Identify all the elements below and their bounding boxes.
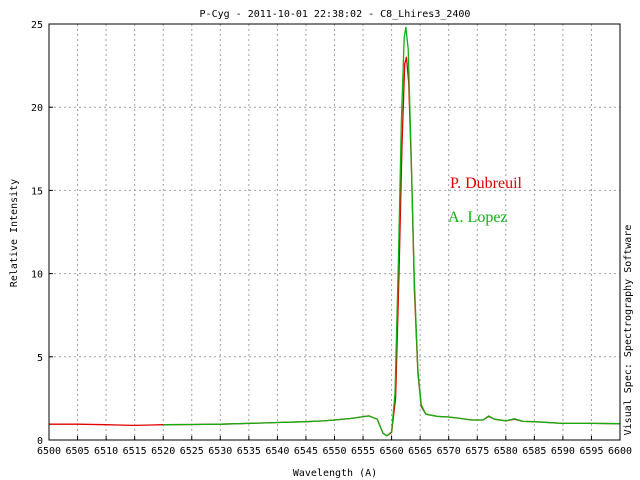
x-tick-label: 6525 [180,446,204,457]
x-tick-label: 6585 [522,446,546,457]
y-tick-label: 15 [31,186,43,197]
x-tick-label: 6540 [265,446,289,457]
chart-grid [49,24,620,440]
x-axis-label: Wavelength (A) [293,468,377,479]
x-tick-label: 6565 [408,446,432,457]
axis-ticks: 6500 6505 6510 6515 6520 6525 6530 6535 6540 6545… [31,20,632,457]
software-credit-label: Visual Spec: Spectrography Software [623,225,634,436]
x-tick-label: 6505 [66,446,90,457]
x-tick-label: 6595 [579,446,603,457]
x-tick-label: 6560 [380,446,404,457]
series-line-lopez [163,26,621,437]
y-tick-label: 0 [37,436,43,447]
x-tick-label: 6600 [608,446,632,457]
series-layer [49,26,621,437]
x-tick-label: 6520 [151,446,175,457]
x-tick-label: 6590 [551,446,575,457]
x-tick-label: 6535 [237,446,261,457]
x-tick-label: 6530 [208,446,232,457]
y-tick-label: 20 [31,103,43,114]
y-tick-label: 5 [37,353,43,364]
y-tick-label: 10 [31,270,43,281]
chart-title: P-Cyg - 2011-10-01 22:38:02 - C8_Lhires3… [200,9,471,20]
x-tick-label: 6510 [94,446,118,457]
x-tick-label: 6575 [465,446,489,457]
annotation-dubreuil: P. Dubreuil [450,175,523,192]
y-axis-label: Relative Intensity [9,179,20,287]
annotation-lopez: A. Lopez [448,209,508,226]
x-tick-label: 6550 [322,446,346,457]
x-tick-label: 6545 [294,446,318,457]
x-tick-label: 6580 [494,446,518,457]
x-tick-label: 6570 [437,446,461,457]
x-tick-label: 6500 [37,446,61,457]
plot-frame [48,23,621,441]
y-tick-label: 25 [31,20,43,31]
x-tick-label: 6515 [123,446,147,457]
x-tick-label: 6555 [351,446,375,457]
